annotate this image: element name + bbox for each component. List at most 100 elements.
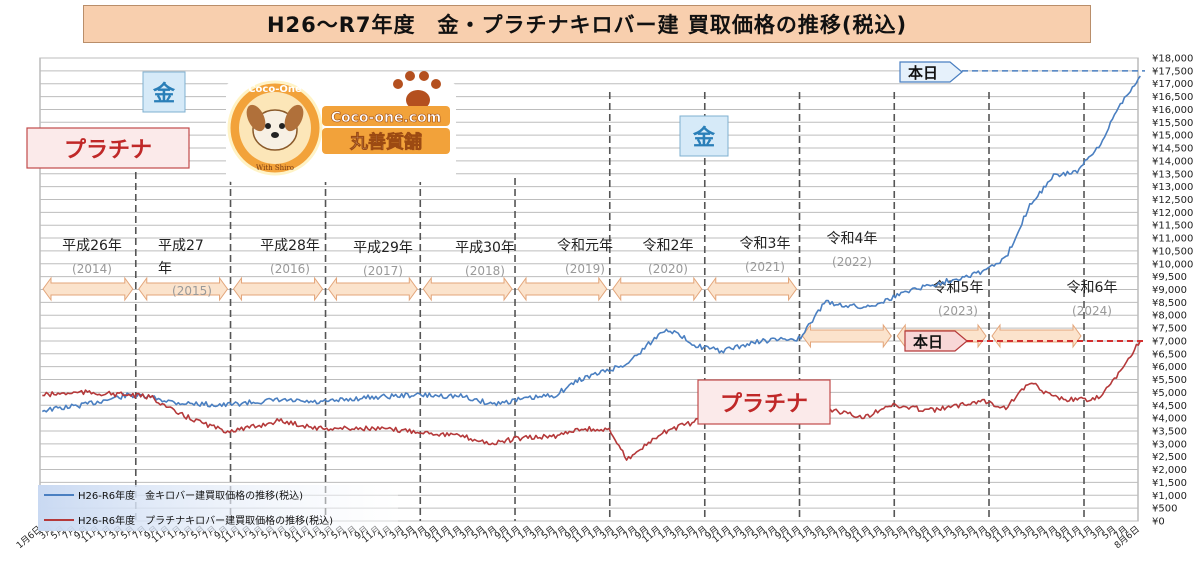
era-label: 令和6年 [1067,280,1118,296]
year-arrow [801,323,892,349]
year-arrow [138,276,229,302]
y-tick-label: ¥4,000 [1152,414,1187,425]
year-arrow [707,276,798,302]
era-label: 令和3年 [740,236,791,252]
y-axis-labels: ¥0 ¥500 ¥1,000 ¥1,500 ¥2,000 ¥2,500 ¥3,000 ¥3,5… [1152,54,1193,528]
series-lines [41,75,1142,461]
era-label: 令和4年 [827,231,878,247]
era-label: 平成28年 [260,238,320,254]
y-tick-label: ¥16,500 [1152,92,1193,103]
y-tick-label: ¥13,000 [1152,182,1193,193]
y-tick-label: ¥8,500 [1152,298,1187,309]
logo-sub-text: With Shiro [256,164,294,172]
reference-lines [962,70,1145,342]
era-label: (2014) [72,262,112,276]
era-labels: 平成26年 (2014) 平成27 年(2015) 平成28年 (2016) 平成29年 (2… [62,231,1117,318]
legend: H26-R6年度 金キロバー建買取価格の推移(税込) H26-R6年度 プラチナ… [38,485,398,531]
y-tick-label: ¥12,500 [1152,195,1193,206]
platinum-series-line [42,340,1142,461]
year-arrow [612,276,703,302]
y-tick-label: ¥10,500 [1152,246,1193,257]
gridlines [39,57,1139,522]
legend-gold: H26-R6年度 金キロバー建買取価格の推移(税込) [78,489,303,502]
y-tick-label: ¥18,000 [1152,54,1193,65]
y-tick-label: ¥11,000 [1152,234,1193,245]
svg-text:プラチナ: プラチナ [64,138,152,163]
shop-logo: Coco-One With Shiro Coco-one.com 丸善質舗 [226,71,456,182]
y-tick-label: ¥7,500 [1152,324,1187,335]
y-tick-label: ¥11,500 [1152,221,1193,232]
era-label: 令和元年 [557,238,613,254]
year-arrow [517,276,608,302]
era-label: (2016) [270,262,310,276]
era-label: 平成30年 [455,240,515,256]
y-tick-label: ¥2,500 [1152,452,1187,463]
gold-series-line [41,75,1141,413]
era-label: 平成26年 [62,238,122,254]
y-tick-label: ¥15,500 [1152,118,1193,129]
y-tick-label: ¥16,000 [1152,105,1193,116]
platinum-label-mid: プラチナ [697,379,831,425]
y-tick-label: ¥8,000 [1152,311,1187,322]
logo-shop-name: 丸善質舗 [349,131,422,153]
logo-ring-text: Coco-One [248,84,302,95]
year-arrow [422,276,513,302]
svg-text:本日: 本日 [908,64,938,82]
y-tick-label: ¥4,500 [1152,401,1187,412]
y-tick-label: ¥9,000 [1152,285,1187,296]
era-label: 平成27 [158,238,204,254]
svg-text:金: 金 [152,81,176,107]
chart-title: H26～R7年度 金・プラチナキロバー建 買取価格の推移(税込) [83,5,1091,43]
era-label: 令和5年 [933,280,984,296]
today-marker-gold: 本日 [899,61,963,83]
y-tick-label: ¥5,500 [1152,375,1187,386]
gold-label-mid: 金 [679,115,729,157]
y-tick-label: ¥9,500 [1152,272,1187,283]
era-label: (2024) [1072,304,1112,318]
svg-text:本日: 本日 [913,333,943,351]
year-arrow [327,276,418,302]
era-label: (2020) [648,262,688,276]
gold-label-top: 金 [142,71,186,113]
y-tick-label: ¥13,500 [1152,169,1193,180]
y-tick-label: ¥3,000 [1152,439,1187,450]
y-tick-label: ¥6,500 [1152,349,1187,360]
y-tick-label: ¥17,500 [1152,66,1193,77]
era-label: (2021) [745,260,785,274]
y-tick-label: ¥1,000 [1152,491,1187,502]
svg-text:プラチナ: プラチナ [720,392,808,417]
legend-platinum: H26-R6年度 プラチナキロバー建買取価格の推移(税込) [78,514,333,527]
y-tick-label: ¥3,500 [1152,426,1187,437]
y-tick-label: ¥1,500 [1152,478,1187,489]
era-label: (2022) [832,255,872,269]
platinum-label-top: プラチナ [26,127,190,169]
year-arrows [42,276,1082,349]
y-tick-label: ¥14,000 [1152,156,1193,167]
y-tick-label: ¥10,000 [1152,259,1193,270]
y-tick-label: ¥6,000 [1152,362,1187,373]
y-tick-label: ¥7,000 [1152,336,1187,347]
era-label: (2023) [938,304,978,318]
era-label: (2019) [565,262,605,276]
y-tick-label: ¥12,000 [1152,208,1193,219]
era-label: 令和2年 [643,238,694,254]
y-tick-label: ¥15,000 [1152,131,1193,142]
svg-text:金: 金 [692,125,716,151]
y-tick-label: ¥5,000 [1152,388,1187,399]
era-label: (2018) [465,264,505,278]
y-tick-label: ¥500 [1152,504,1177,515]
year-arrow [232,276,324,302]
era-label: (2015) [172,284,212,298]
y-tick-label: ¥14,500 [1152,144,1193,155]
logo-url-text: Coco-one.com [331,110,442,126]
era-label: (2017) [363,264,403,278]
year-arrow [42,276,134,302]
era-label: 平成29年 [353,240,413,256]
y-tick-label: ¥2,000 [1152,465,1187,476]
era-label: 年 [158,261,172,277]
paw-icon [393,71,441,110]
today-marker-platinum: 本日 [904,330,968,352]
y-tick-label: ¥0 [1152,517,1165,528]
y-tick-label: ¥17,000 [1152,79,1193,90]
